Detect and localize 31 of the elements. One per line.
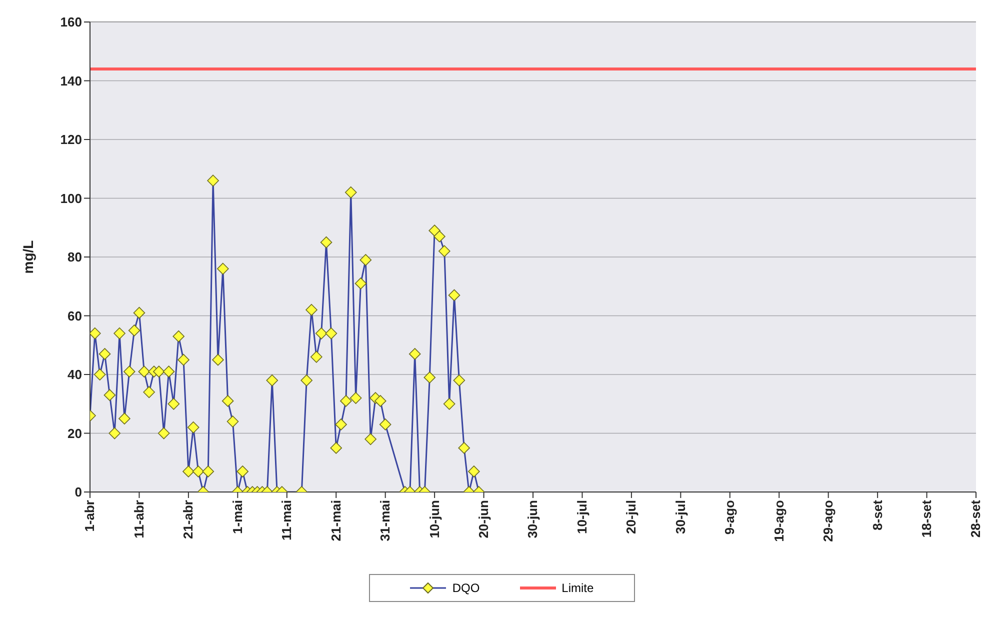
x-tick-label: 19-ago	[771, 500, 786, 542]
y-tick-label: 80	[68, 250, 82, 265]
x-tick-label: 29-ago	[820, 500, 836, 542]
x-tick-label: 31-mai	[378, 500, 393, 542]
legend-label: Limite	[560, 581, 594, 595]
y-tick-label: 100	[60, 190, 82, 206]
x-tick-label: 30-jul	[672, 500, 688, 534]
x-tick-label: 20-jul	[624, 500, 639, 534]
x-tick-label: 21-mai	[328, 500, 344, 542]
x-tick-label: 8-set	[870, 499, 885, 530]
x-tick-label: 1-mai	[230, 500, 245, 534]
x-tick-label: 30-jun	[525, 500, 540, 538]
x-tick-label: 18-set	[919, 499, 934, 538]
x-tick-label: 20-jun	[476, 500, 492, 538]
x-tick-label: 28-set	[968, 499, 984, 538]
legend-label: DQO	[451, 581, 480, 595]
x-tick-label: 11-mai	[279, 500, 294, 540]
x-tick-label: 10-jul	[574, 500, 590, 534]
x-tick-label: 9-ago	[722, 500, 738, 535]
y-tick-label: 0	[74, 484, 82, 500]
x-tick-label: 21-abr	[180, 500, 196, 540]
y-tick-label: 140	[60, 73, 82, 88]
y-tick-label: 60	[68, 308, 82, 324]
y-axis-title: mg/L	[20, 240, 36, 274]
x-tick-label: 10-jun	[426, 500, 442, 538]
y-tick-label: 120	[60, 132, 82, 148]
y-tick-label: 160	[60, 14, 82, 30]
y-tick-label: 40	[68, 367, 82, 382]
x-tick-label: 1-abr	[82, 500, 98, 532]
y-tick-label: 20	[68, 426, 82, 441]
x-tick-label: 11-abr	[131, 500, 146, 538]
